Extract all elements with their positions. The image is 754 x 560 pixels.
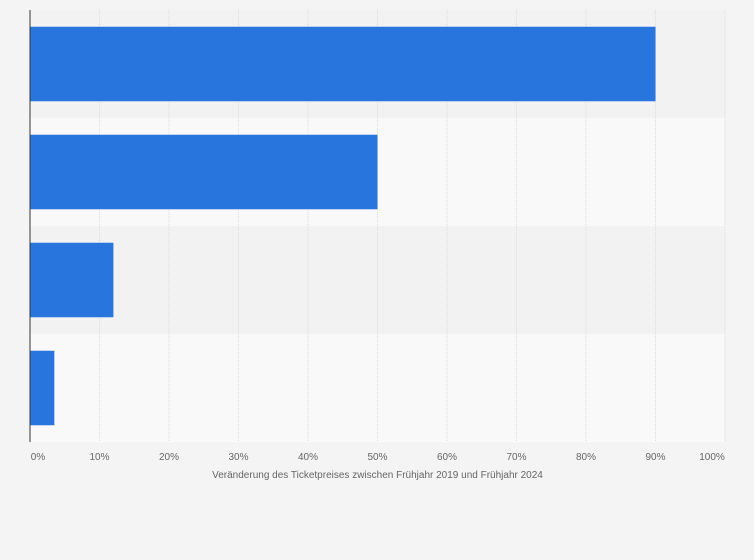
x-tick-label: 50% (367, 452, 387, 463)
bar (30, 26, 656, 102)
x-tick-label: 40% (298, 452, 318, 463)
x-tick-label: 0% (31, 452, 46, 463)
bars (30, 26, 656, 426)
x-tick-label: 70% (506, 452, 526, 463)
bar (30, 350, 55, 426)
bar (30, 242, 114, 318)
x-tick-label: 10% (89, 452, 109, 463)
x-tick-label: 30% (228, 452, 248, 463)
x-tick-label: 60% (437, 452, 457, 463)
x-tick-labels: 0% 10% 20% 30% 40% 50% 60% 70% 80% 90% 100% (31, 452, 725, 463)
x-tick-label: 80% (576, 452, 596, 463)
x-axis-title: Veränderung des Ticketpreises zwischen F… (212, 470, 543, 481)
bar (30, 134, 378, 210)
x-tick-label: 90% (645, 452, 665, 463)
x-tick-label: 20% (159, 452, 179, 463)
x-tick-label: 100% (699, 452, 725, 463)
